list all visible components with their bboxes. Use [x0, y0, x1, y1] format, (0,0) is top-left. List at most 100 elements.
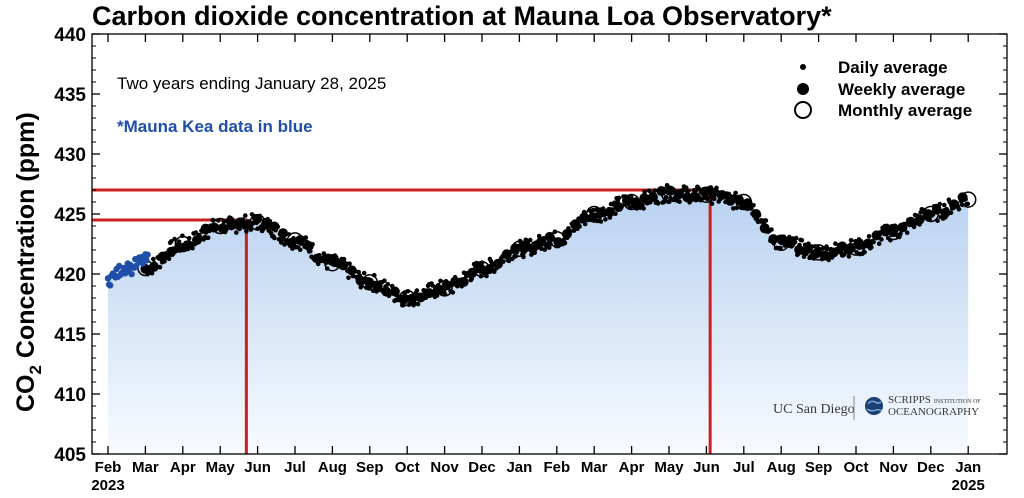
daily-point — [642, 189, 647, 194]
y-tick-label: 435 — [54, 85, 86, 106]
mauna-kea-points — [104, 251, 151, 289]
y-tick-label: 430 — [54, 145, 86, 166]
x-axis: Feb Mar Apr May Jun Jul Aug Sep Oct Nov Dec Jan Feb M… — [91, 34, 985, 494]
daily-point — [904, 230, 910, 235]
legend-monthly-label: Monthly average — [838, 101, 972, 120]
weekly-point — [364, 277, 375, 288]
x-tick-label: Mar — [581, 459, 608, 476]
daily-point — [276, 237, 282, 242]
monthly-point — [847, 239, 865, 256]
ylabel-subscript: 2 — [26, 365, 45, 374]
weekly-point — [665, 185, 676, 196]
legend-daily-marker — [800, 64, 806, 70]
mauna-kea-point — [128, 270, 135, 278]
weekly-point — [415, 292, 426, 303]
daily-point — [434, 293, 440, 298]
monthly-point — [698, 186, 715, 204]
weekly-point — [475, 263, 486, 274]
svg-text:CO2 Concentration (ppm): CO2 Concentration (ppm) — [12, 112, 45, 412]
monthly-point — [735, 193, 753, 211]
daily-point — [297, 247, 303, 252]
weekly-point — [157, 251, 168, 262]
x-tick-label: Dec — [468, 459, 496, 476]
weekly-point — [949, 199, 959, 210]
weekly-point — [630, 199, 641, 210]
monthly-point — [398, 289, 416, 307]
weekly-point — [209, 222, 220, 233]
plot-frame — [91, 33, 1008, 455]
daily-point — [763, 218, 769, 223]
weekly-point — [751, 209, 762, 219]
daily-point — [655, 201, 661, 206]
x-tick-label: Jun — [244, 459, 271, 476]
weekly-point — [166, 246, 177, 257]
weekly-point — [303, 241, 314, 251]
daily-point — [358, 285, 364, 290]
weekly-point — [682, 192, 693, 203]
peak-line — [92, 218, 248, 454]
mauna-kea-point — [144, 251, 151, 258]
legend-weekly-label: Weekly average — [838, 80, 965, 99]
weekly-point — [871, 230, 882, 241]
x-tick-label: May — [206, 459, 236, 476]
daily-point — [652, 188, 658, 193]
weekly-point — [570, 219, 581, 230]
weekly-point — [863, 238, 873, 249]
logos: UC San Diego SCRIPPS INSTITUTION OF OCEAN… — [773, 394, 981, 420]
weekly-point — [759, 223, 770, 234]
weekly-point — [450, 276, 461, 287]
x-tick-label: Dec — [917, 459, 945, 476]
weekly-point — [613, 202, 624, 212]
weekly-point — [174, 242, 185, 253]
weekly-point — [269, 221, 280, 232]
weekly-point — [794, 244, 805, 255]
y-axis-label: CO2 Concentration (ppm) — [12, 112, 45, 412]
weekly-point — [837, 241, 848, 252]
daily-point — [361, 270, 367, 276]
scripps-logo-line2: OCEANOGRAPHY — [888, 406, 979, 418]
legend-weekly-marker — [797, 83, 809, 95]
monthly-point — [623, 193, 640, 211]
weekly-point — [192, 235, 202, 245]
daily-point — [347, 261, 352, 267]
weekly-point — [493, 258, 504, 269]
weekly-point — [940, 207, 951, 218]
daily-point — [793, 235, 799, 241]
daily-point — [603, 217, 608, 222]
x-tick-label: Mar — [132, 459, 159, 476]
y-tick-label: 425 — [54, 205, 86, 226]
x-tick-label: Aug — [318, 459, 347, 476]
y-tick-label: 415 — [54, 325, 86, 346]
x-tick-label: Sep — [805, 459, 833, 476]
daily-point — [385, 281, 391, 287]
daily-point — [731, 206, 736, 211]
monthly-point — [922, 205, 940, 223]
daily-point — [166, 256, 172, 262]
daily-point — [382, 278, 387, 284]
weekly-point — [639, 193, 650, 204]
x-tick-label: Oct — [843, 459, 868, 476]
daily-point — [866, 234, 872, 239]
weekly-point — [923, 209, 934, 220]
daily-point — [846, 254, 852, 259]
x-year-label: 2025 — [952, 477, 985, 494]
y-tick-label: 405 — [54, 445, 86, 466]
daily-point — [677, 199, 682, 204]
legend-daily-label: Daily average — [838, 58, 948, 77]
daily-point — [244, 229, 249, 234]
x-tick-label: May — [654, 459, 684, 476]
weekly-point — [458, 277, 469, 287]
weekly-point — [235, 217, 245, 228]
legend-monthly-marker — [794, 101, 812, 119]
y-tick-label: 420 — [54, 265, 86, 286]
x-tick-label: Jul — [284, 459, 306, 476]
area-fill — [108, 193, 969, 454]
weekly-point — [888, 224, 899, 235]
weekly-point — [811, 248, 822, 259]
monthly-point — [286, 232, 304, 249]
monthly-point — [174, 235, 192, 253]
monthly-point — [211, 217, 229, 235]
x-tick-label: Apr — [619, 459, 645, 476]
monthly-point — [810, 244, 827, 261]
mauna-kea-point — [143, 257, 150, 264]
